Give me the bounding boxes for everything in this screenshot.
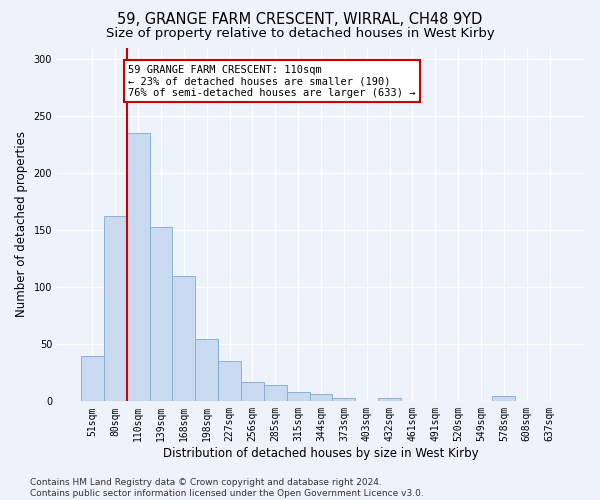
Bar (127, 133, 149, 402)
Bar (287, 392, 310, 402)
X-axis label: Distribution of detached houses by size in West Kirby: Distribution of detached houses by size … (163, 447, 479, 460)
Bar (332, 398, 355, 402)
Text: 59, GRANGE FARM CRESCENT, WIRRAL, CH48 9YD: 59, GRANGE FARM CRESCENT, WIRRAL, CH48 9… (118, 12, 482, 28)
Bar (81, 356, 104, 402)
Bar (172, 276, 196, 402)
Bar (196, 338, 218, 402)
Bar (218, 362, 241, 402)
Bar (149, 226, 172, 402)
Text: 59 GRANGE FARM CRESCENT: 110sqm
← 23% of detached houses are smaller (190)
76% o: 59 GRANGE FARM CRESCENT: 110sqm ← 23% of… (128, 64, 415, 98)
Text: Contains HM Land Registry data © Crown copyright and database right 2024.
Contai: Contains HM Land Registry data © Crown c… (30, 478, 424, 498)
Y-axis label: Number of detached properties: Number of detached properties (15, 132, 28, 318)
Bar (493, 396, 515, 402)
Bar (264, 386, 287, 402)
Text: Size of property relative to detached houses in West Kirby: Size of property relative to detached ho… (106, 28, 494, 40)
Bar (378, 398, 401, 402)
Bar (241, 382, 264, 402)
Bar (310, 394, 332, 402)
Bar (104, 216, 127, 402)
